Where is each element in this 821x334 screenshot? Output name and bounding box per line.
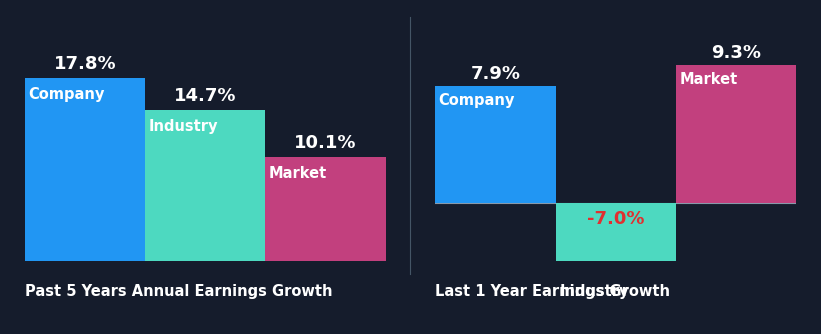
- Text: Market: Market: [269, 166, 328, 181]
- Text: 10.1%: 10.1%: [295, 134, 357, 152]
- Text: 7.9%: 7.9%: [470, 65, 521, 83]
- Text: Last 1 Year Earnings Growth: Last 1 Year Earnings Growth: [435, 284, 670, 299]
- Text: Market: Market: [680, 72, 738, 88]
- Text: 14.7%: 14.7%: [174, 87, 236, 105]
- Text: Past 5 Years Annual Earnings Growth: Past 5 Years Annual Earnings Growth: [25, 284, 333, 299]
- Text: 9.3%: 9.3%: [711, 44, 761, 62]
- Text: 17.8%: 17.8%: [53, 55, 116, 73]
- Text: Industry: Industry: [559, 284, 629, 299]
- Bar: [556, 203, 676, 307]
- Text: Company: Company: [438, 93, 515, 108]
- Text: -7.0%: -7.0%: [587, 210, 644, 228]
- Bar: [145, 110, 265, 261]
- Bar: [435, 86, 556, 203]
- Text: Industry: Industry: [149, 119, 218, 134]
- Bar: [265, 157, 386, 261]
- Text: Company: Company: [28, 87, 104, 102]
- Bar: [25, 78, 145, 261]
- Bar: [676, 65, 796, 203]
